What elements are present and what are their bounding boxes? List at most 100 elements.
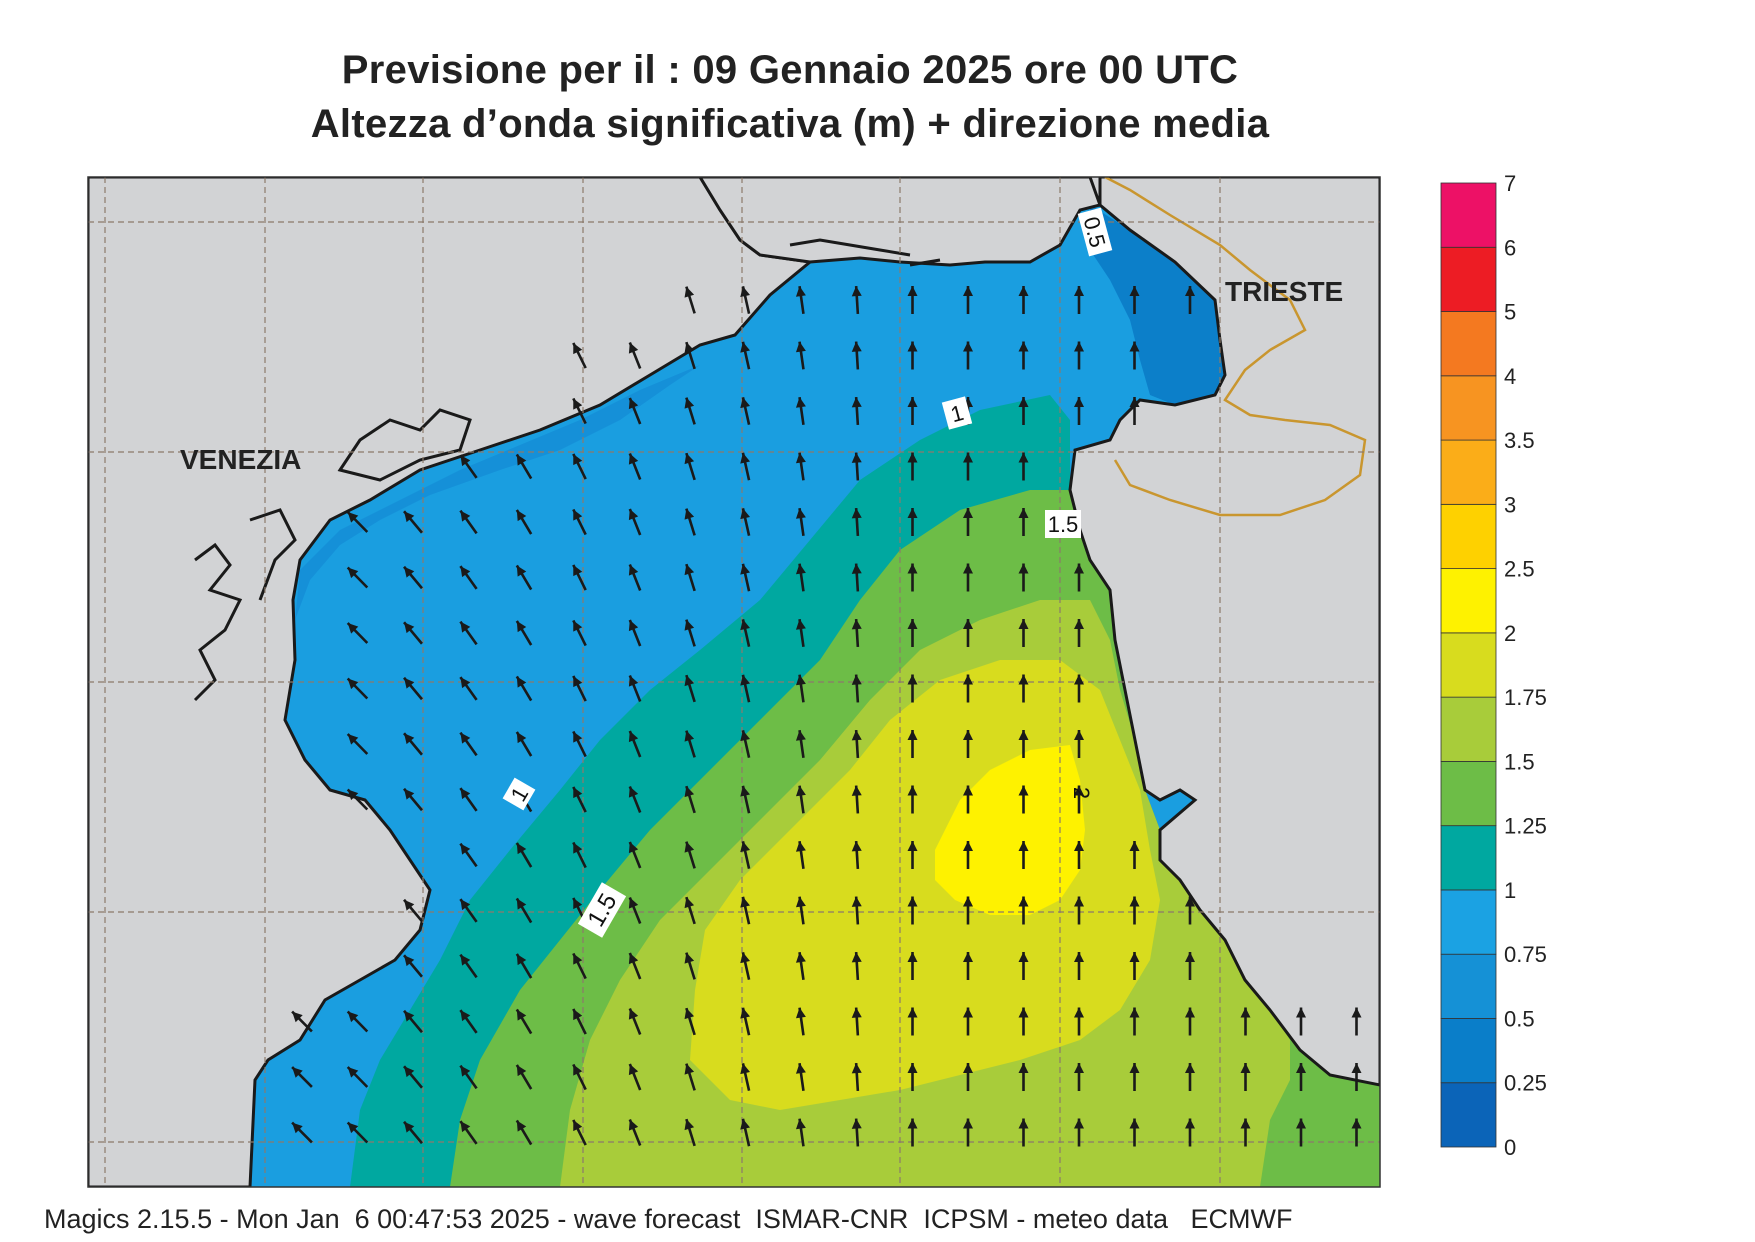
- legend-swatch: [1440, 568, 1497, 634]
- arrow-head: [1018, 397, 1029, 407]
- arrow-head: [963, 452, 973, 463]
- arrow-head: [516, 454, 527, 466]
- arrow-head: [1185, 1118, 1195, 1129]
- arrow-head: [628, 342, 639, 354]
- arrow-head: [963, 1118, 973, 1129]
- arrow-head: [628, 1008, 639, 1020]
- arrow-head: [292, 1122, 303, 1134]
- wave-direction-arrows: [291, 285, 1362, 1147]
- arrow-head: [851, 452, 862, 463]
- arrow-head: [1018, 952, 1029, 962]
- arrow-head: [628, 453, 639, 465]
- arrow-head: [963, 841, 973, 851]
- arrow-head: [740, 1063, 751, 1075]
- arrow-head: [851, 508, 862, 519]
- arrow-head: [1129, 1063, 1140, 1073]
- arrow-head: [460, 566, 471, 578]
- legend-swatch: [1440, 1018, 1497, 1084]
- arrow-head: [1074, 952, 1084, 962]
- arrow-head: [684, 1063, 695, 1075]
- arrow-head: [628, 397, 639, 410]
- arrow-head: [1296, 1007, 1306, 1018]
- label-venezia: VENEZIA: [180, 444, 301, 475]
- arrow-head: [907, 1118, 918, 1129]
- legend-tick-label: 1.25: [1504, 814, 1547, 839]
- arrow-head: [795, 952, 806, 963]
- arrow-head: [1074, 785, 1084, 796]
- arrow-head: [740, 952, 751, 964]
- arrow-head: [684, 897, 695, 909]
- arrow-head: [963, 730, 973, 740]
- arrow-head: [404, 1121, 415, 1133]
- arrow-head: [907, 563, 918, 574]
- arrow-head: [684, 1119, 695, 1131]
- arrow-head: [404, 899, 415, 911]
- arrow-head: [851, 674, 862, 685]
- arrow-head: [347, 622, 359, 634]
- arrow-head: [740, 452, 751, 464]
- arrow-head: [573, 398, 583, 410]
- arrow-head: [907, 452, 918, 463]
- arrow-head: [1129, 341, 1140, 352]
- arrow-head: [684, 730, 695, 742]
- footer-credits: Magics 2.15.5 - Mon Jan 6 00:47:53 2025 …: [44, 1204, 1293, 1234]
- arrow-head: [1129, 952, 1140, 962]
- arrow-head: [573, 786, 583, 799]
- arrow-head: [963, 286, 973, 296]
- arrow-head: [851, 785, 862, 796]
- arrow-head: [795, 1063, 806, 1074]
- arrow-head: [740, 1118, 751, 1130]
- arrow-head: [963, 619, 973, 629]
- arrow-head: [460, 1065, 471, 1077]
- arrow-head: [740, 785, 751, 797]
- arrow-head: [684, 1008, 695, 1020]
- arrow-head: [516, 1064, 527, 1077]
- arrow-head: [628, 786, 639, 798]
- arrow-head: [684, 564, 695, 576]
- contour-label-1-top: 1: [941, 396, 973, 430]
- arrow-head: [1129, 286, 1140, 296]
- land-venice: [88, 177, 814, 1187]
- legend-swatch: [1440, 761, 1497, 827]
- contour-label-1-left: 1: [502, 777, 536, 811]
- arrow-head: [347, 567, 359, 579]
- arrow-head: [516, 953, 527, 966]
- arrow-head: [963, 896, 973, 907]
- legend-tick-label: 1.5: [1504, 749, 1535, 774]
- contour-label-15-top: 1.5: [1045, 510, 1081, 538]
- arrow-head: [1018, 341, 1029, 352]
- arrow-head: [963, 785, 973, 796]
- arrow-head: [292, 1011, 303, 1023]
- arrow-head: [404, 788, 415, 800]
- arrow-head: [628, 564, 639, 576]
- arrow-head: [292, 1067, 303, 1078]
- arrow-head: [795, 674, 806, 686]
- arrow-head: [1018, 896, 1029, 907]
- arrow-head: [347, 733, 359, 745]
- arrow-head: [1351, 1007, 1362, 1018]
- arrow-head: [740, 619, 751, 631]
- arrow-head: [684, 675, 695, 687]
- arrow-head: [516, 842, 527, 855]
- arrow-head: [628, 897, 639, 909]
- arrow-head: [1018, 1118, 1029, 1129]
- arrow-head: [1018, 452, 1029, 463]
- arrow-head: [1018, 674, 1029, 685]
- arrow-head: [573, 953, 583, 965]
- arrow-head: [404, 566, 415, 578]
- arrow-head: [516, 620, 527, 633]
- arrow-head: [404, 511, 415, 523]
- arrow-head: [851, 286, 862, 297]
- arrow-head: [684, 952, 695, 964]
- arrow-head: [851, 952, 862, 963]
- legend-swatch: [1440, 439, 1497, 505]
- arrow-head: [907, 1007, 918, 1018]
- arrow-head: [907, 286, 918, 296]
- arrow-head: [1185, 1007, 1195, 1018]
- arrow-head: [851, 341, 862, 352]
- arrow-head: [404, 955, 415, 967]
- map-area: [88, 177, 1380, 1187]
- national-border: [1104, 177, 1367, 517]
- arrow-head: [347, 678, 359, 690]
